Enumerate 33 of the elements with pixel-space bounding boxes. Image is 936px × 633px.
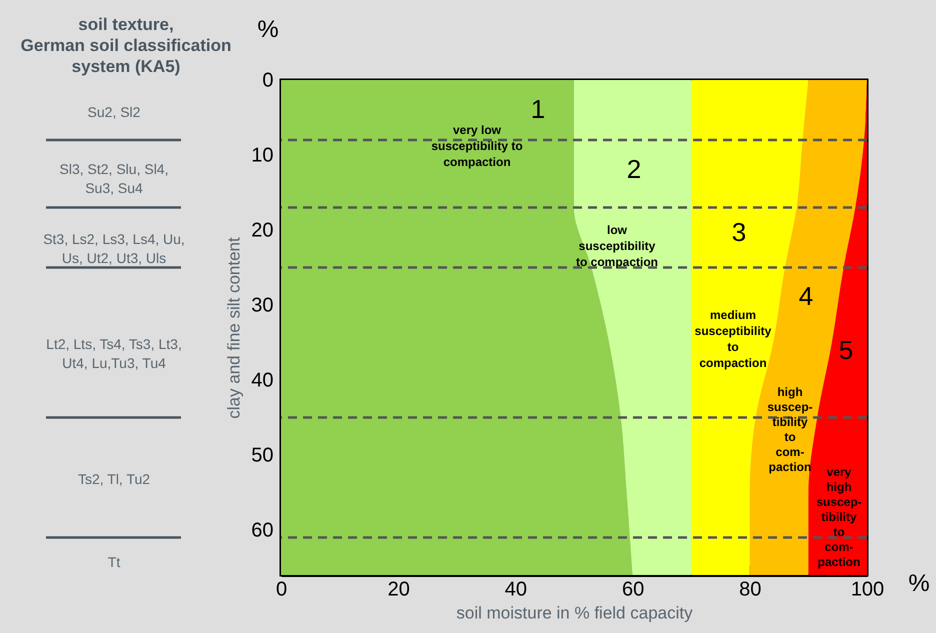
annotation: very low susceptibility to compaction bbox=[431, 123, 523, 169]
annotation: 2 bbox=[626, 154, 642, 184]
text: St3, Ls2, Ls3, Ls4, Uu, Us, Ut2, Ut3, Uls bbox=[43, 231, 185, 266]
text: Sl3, St2, Slu, Sl4, Su3, Su4 bbox=[60, 161, 168, 196]
annotation: 1 bbox=[530, 94, 546, 124]
y-tick-label: 30 bbox=[251, 294, 274, 316]
annotation: low susceptibility to compaction bbox=[576, 223, 658, 269]
annotation: medium susceptibility to compaction bbox=[694, 308, 772, 370]
x-tick-label: 20 bbox=[388, 578, 410, 600]
x-tick-label: 100 bbox=[850, 578, 884, 600]
text: % bbox=[257, 16, 279, 43]
text: Su2, Sl2 bbox=[88, 104, 141, 120]
text: % bbox=[908, 570, 930, 597]
text: Tt bbox=[108, 554, 120, 570]
y-tick-label: 0 bbox=[262, 70, 274, 92]
text: soil texture, German soil classification system (KA5) bbox=[20, 15, 232, 76]
y-tick-label: 10 bbox=[251, 144, 274, 166]
y-tick-label: 60 bbox=[251, 520, 274, 542]
x-tick-label: 0 bbox=[276, 578, 288, 600]
text: Lt2, Lts, Ts4, Ts3, Lt3, Ut4, Lu,Tu3, Tu4 bbox=[46, 336, 182, 371]
annotation: 5 bbox=[838, 335, 854, 365]
annotation: very high suscep- tibility to com- paction bbox=[816, 465, 862, 569]
y-tick-label: 50 bbox=[251, 444, 274, 466]
x-tick-label: 40 bbox=[504, 578, 528, 600]
annotation: 3 bbox=[732, 217, 746, 247]
text: Ts2, Tl, Tu2 bbox=[78, 471, 150, 487]
y-tick-label: 40 bbox=[251, 370, 274, 392]
y-tick-label: 20 bbox=[251, 220, 274, 242]
x-axis-title: soil moisture in % field capacity bbox=[456, 604, 694, 622]
annotation: 4 bbox=[798, 281, 814, 311]
x-tick-label: 60 bbox=[622, 578, 644, 600]
y-axis-title: clay and fine silt content bbox=[224, 237, 244, 419]
x-tick-label: 80 bbox=[739, 578, 762, 600]
